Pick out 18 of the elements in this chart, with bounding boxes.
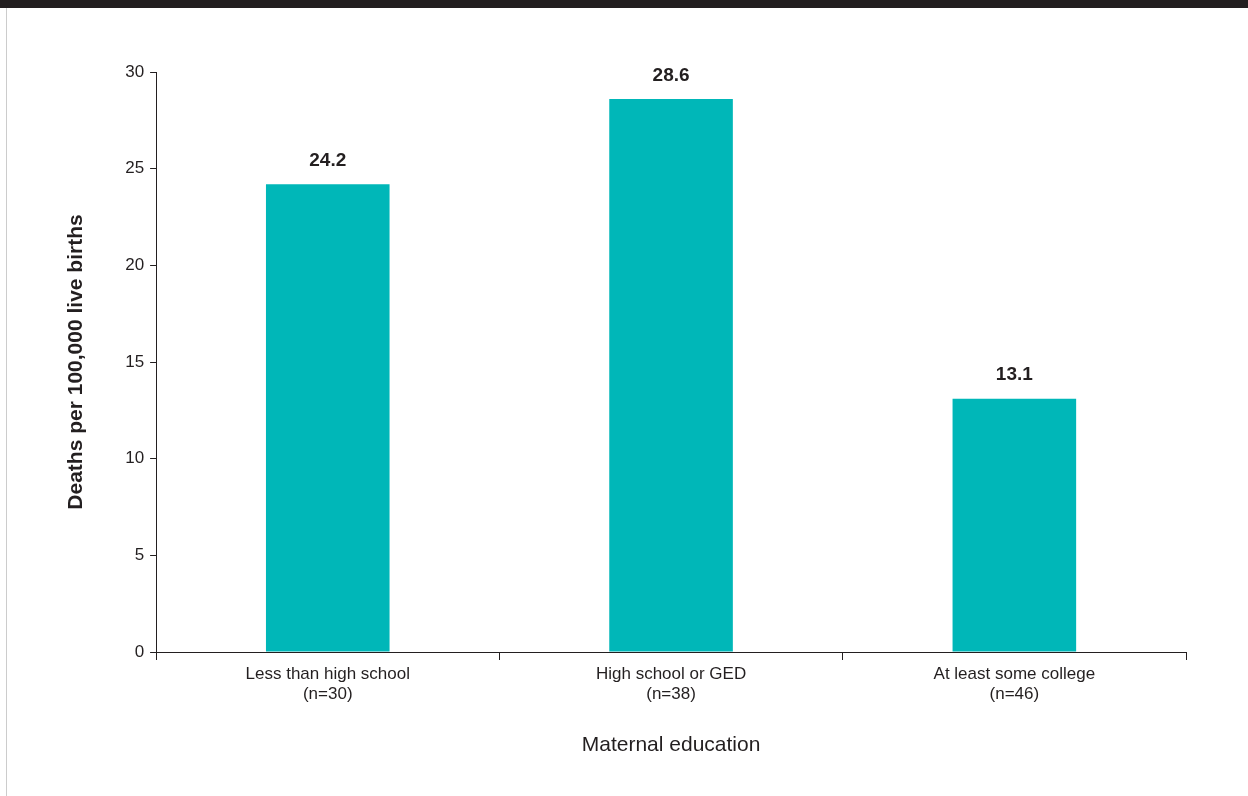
data-label: 28.6 — [652, 63, 690, 85]
y-tick-label: 0 — [134, 641, 145, 661]
x-tick-label: Less than high school (n=30) — [245, 663, 410, 704]
y-tick-label: 30 — [125, 61, 145, 81]
bar — [609, 99, 733, 652]
data-label: 13.1 — [995, 363, 1034, 385]
x-tick-label: High school or GED (n=38) — [595, 663, 747, 704]
y-axis-title: Deaths per 100,000 live births — [63, 214, 87, 510]
y-tick-label: 15 — [125, 351, 145, 371]
x-tick-label: At least some college (n=46) — [933, 663, 1096, 704]
y-tick-label: 25 — [125, 158, 145, 178]
y-tick-label: 20 — [125, 255, 145, 275]
y-tick-label: 10 — [125, 448, 145, 468]
bar — [265, 184, 390, 652]
x-axis-title: Maternal education — [581, 732, 761, 756]
y-tick-label: 5 — [134, 545, 145, 565]
data-label: 24.2 — [309, 148, 347, 170]
bar — [952, 398, 1077, 652]
